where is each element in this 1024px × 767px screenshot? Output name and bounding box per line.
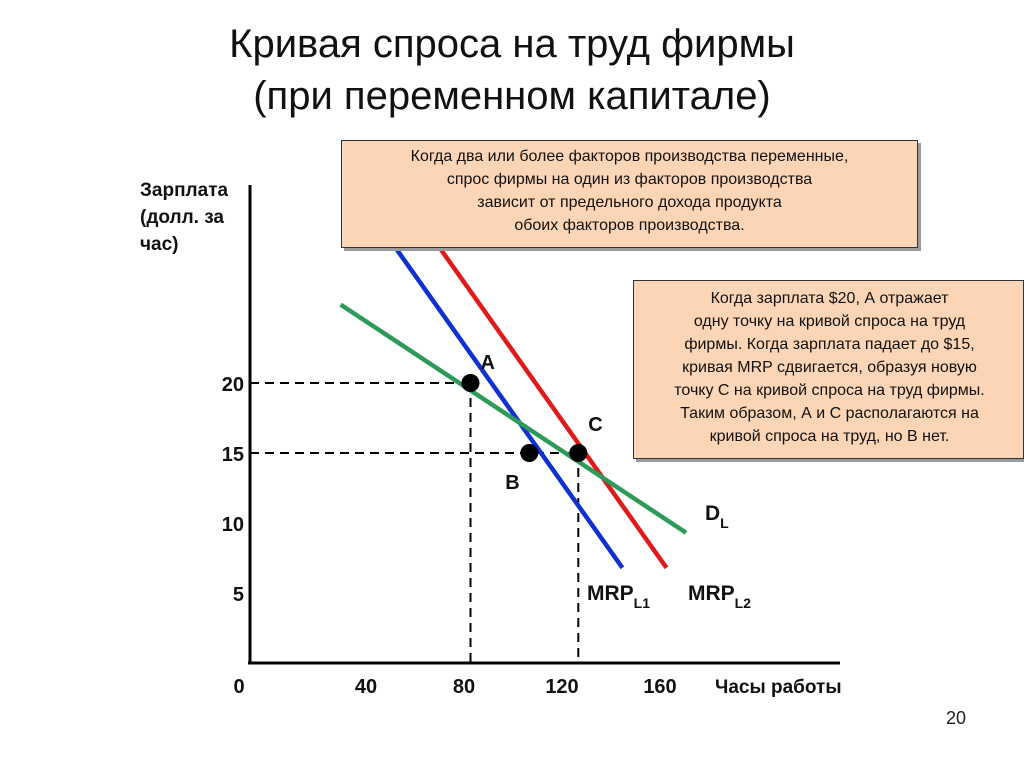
- x-tick-80: 80: [453, 676, 475, 698]
- x-axis-label: Часы работы: [715, 677, 842, 698]
- title-line-1: Кривая спроса на труд фирмы: [229, 22, 795, 66]
- series-label-name: MRP: [587, 582, 634, 605]
- y-axis-label-line-1: Зарплата: [140, 180, 228, 201]
- series-line-mrp_l1: [385, 234, 625, 570]
- y-tick-15: 15: [222, 444, 244, 466]
- x-tick-120: 120: [545, 676, 578, 698]
- point-a: [461, 374, 480, 392]
- series-line-mrp_l2: [429, 234, 669, 570]
- x-tick-40: 40: [355, 676, 377, 698]
- x-tick-0: 0: [233, 676, 244, 698]
- point-label-a: A: [481, 352, 495, 374]
- series-label-subscript: L2: [735, 595, 752, 611]
- slide-title: Кривая спроса на труд фирмы (при перемен…: [0, 18, 1024, 122]
- note-explanation: Когда зарплата $20, А отражает одну точк…: [633, 280, 1024, 459]
- point-c: [569, 444, 588, 462]
- series-label-subscript: L: [720, 515, 729, 531]
- y-tick-20: 20: [222, 374, 244, 396]
- series-label-d_l: DL: [705, 502, 729, 531]
- series-label-name: MRP: [688, 582, 735, 605]
- series-line-d_l: [339, 302, 688, 535]
- point-label-b: B: [505, 472, 519, 494]
- y-axis-label-line-3: час): [140, 234, 179, 255]
- series-label-mrp_l1: MRPL1: [587, 582, 650, 611]
- y-axis-label-line-2: (долл. за: [140, 207, 224, 228]
- title-line-2: (при переменном капитале): [253, 74, 771, 118]
- point-b: [520, 444, 539, 462]
- x-tick-160: 160: [643, 676, 676, 698]
- point-label-c: C: [588, 414, 602, 436]
- y-tick-5: 5: [233, 584, 244, 606]
- slide-number: 20: [945, 708, 966, 728]
- note-variable-factors: Когда два или более факторов производств…: [341, 140, 918, 248]
- series-label-name: D: [705, 502, 720, 525]
- series-label-mrp_l2: MRPL2: [688, 582, 751, 611]
- y-tick-10: 10: [222, 514, 244, 536]
- series-label-subscript: L1: [634, 595, 651, 611]
